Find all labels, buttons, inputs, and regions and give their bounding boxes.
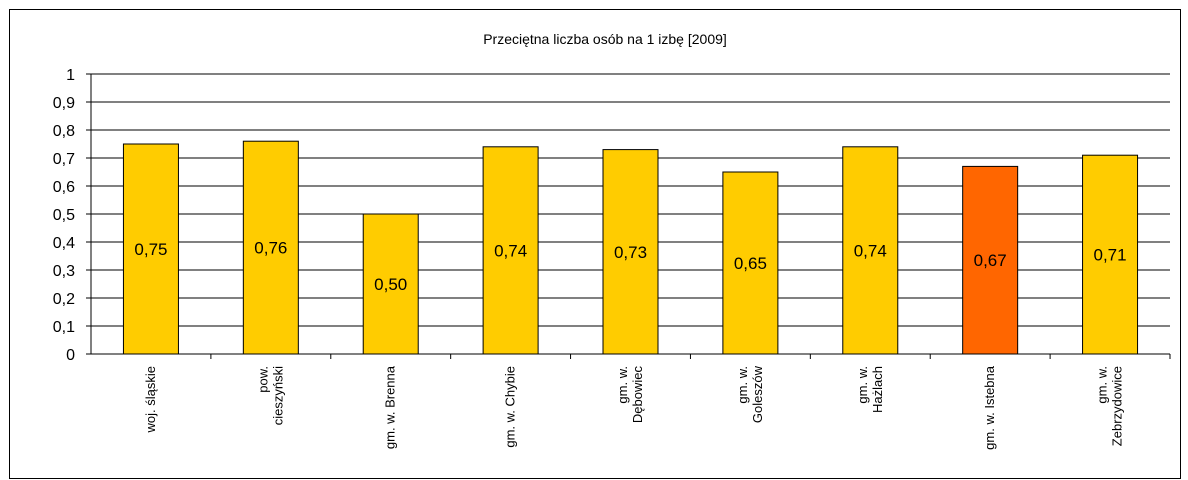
bar [722, 171, 779, 355]
x-tick-label: gm. w. Chybie [503, 366, 518, 448]
data-label: 0,76 [254, 239, 287, 258]
y-tick-label: 0,2 [53, 291, 75, 308]
x-tick-label: gm. w.Hażlach [855, 366, 885, 413]
bar [242, 140, 299, 355]
bar [1082, 154, 1139, 355]
y-tick-label: 1 [66, 67, 75, 84]
x-tick-label: gm. w.Dębowiec [615, 366, 645, 424]
data-label: 0,75 [134, 240, 167, 259]
bar [122, 143, 179, 355]
bar [602, 149, 659, 355]
y-tick-label: 0,3 [53, 263, 75, 280]
y-tick-label: 0,5 [53, 207, 75, 224]
bar [842, 146, 899, 355]
y-tick-label: 0,8 [53, 123, 75, 140]
y-tick-label: 0,4 [53, 235, 75, 252]
bar [482, 146, 539, 355]
y-tick-label: 0,7 [53, 151, 75, 168]
y-tick-label: 0,9 [53, 95, 75, 112]
axes [86, 73, 1171, 359]
data-label: 0,73 [614, 243, 647, 262]
y-tick-label: 0,6 [53, 179, 75, 196]
data-labels: 0,75 0,76 0,50 0,74 0,73 0,65 0,74 0,67 0,71 [134, 239, 1126, 294]
x-tick-label: gm. w. Brenna [383, 365, 398, 449]
y-tick-label: 0,1 [53, 319, 75, 336]
y-tick-label: 0 [66, 347, 75, 364]
bar-chart: Przeciętna liczba osób na 1 izbę [2009] … [53, 31, 1171, 450]
data-label: 0,67 [974, 251, 1007, 270]
chart-frame: Przeciętna liczba osób na 1 izbę [2009] … [9, 9, 1181, 479]
x-tick-label: gm. w. Istebna [982, 365, 997, 450]
y-axis-ticks: 0 0,1 0,2 0,3 0,4 0,5 0,6 0,7 0,8 0,9 1 [53, 67, 75, 364]
data-label: 0,50 [374, 275, 407, 294]
x-tick-label: woj. śląskie [143, 366, 158, 433]
chart-title: Przeciętna liczba osób na 1 izbę [2009] [483, 31, 727, 47]
x-tick-label: gm. w.Zebrzydowice [1095, 366, 1125, 446]
x-axis-labels: woj. śląskie pow.cieszyński gm. w. Brenna g… [143, 365, 1125, 450]
bar [962, 165, 1019, 355]
data-label: 0,74 [854, 241, 887, 260]
data-label: 0,71 [1094, 246, 1127, 265]
x-tick-label: pow.cieszyński [255, 366, 285, 425]
data-label: 0,65 [734, 254, 767, 273]
data-label: 0,74 [494, 241, 527, 260]
x-tick-label: gm. w.Goleszów [735, 365, 765, 423]
